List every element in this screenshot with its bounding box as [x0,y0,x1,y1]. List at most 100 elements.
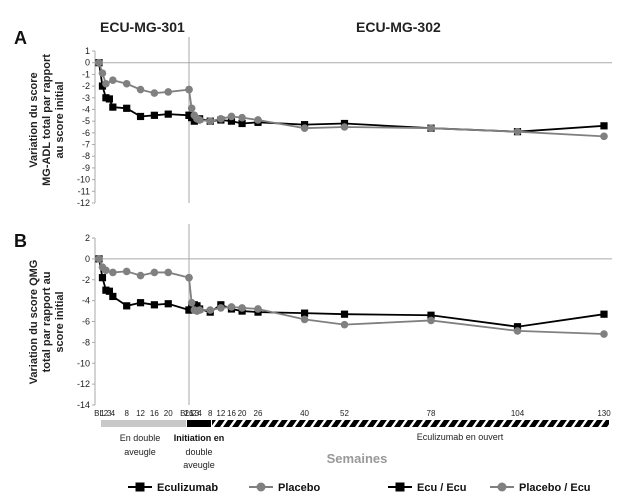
y-tick-label: -9 [82,163,90,173]
data-point [150,268,159,277]
data-point [164,300,172,308]
data-point [109,103,117,111]
panel-a-chart: 1 0-1 -2 -3-4 -5 -6 -7-8 -9 -10-11 -12 Variation d… [28,37,612,208]
x-tick-label: 130 [597,409,611,418]
x-tick-label: 8 [208,409,213,418]
phase-initiation-line2: double [185,447,212,457]
x-tick-label: 3 [107,409,112,418]
y-tick-label: -7 [82,140,90,150]
legend: Eculizumab Placebo Ecu / Ecu Placebo / Ecu [128,482,591,494]
y-tick-label: 0 [85,254,90,264]
data-point [136,299,145,307]
x-tick-label: 1 [189,409,194,418]
legend-marker [256,482,266,492]
x-tick-label: 78 [427,409,436,418]
data-point [513,327,522,335]
data-point [122,79,131,88]
data-point [427,316,435,325]
data-point [109,76,117,85]
y-tick-label: -8 [82,337,90,347]
y-tick-label: -10 [77,358,90,368]
data-point [187,104,196,113]
y-axis-label-line: au score initial [54,81,66,158]
y-tick-label: -11 [78,186,90,196]
data-point [122,267,131,276]
y-tick-label: -6 [82,128,90,138]
series-line [188,114,605,133]
x-tick-label: 4 [197,409,202,418]
data-point [150,301,158,309]
y-tick-label: -8 [82,151,90,161]
data-point [238,113,246,122]
data-point [95,58,103,67]
x-tick-label: 20 [164,409,173,418]
y-tick-label: 1 [85,46,90,56]
legend-label: Ecu / Ecu [417,482,467,494]
y-tick-label: -2 [82,81,90,91]
legend-label: Eculizumab [157,482,218,494]
panel-a-letter: A [14,28,27,48]
y-tick-label: -3 [82,93,90,103]
data-point [206,117,215,125]
x-tick-label: 12 [136,409,145,418]
data-point [217,115,225,123]
data-point [123,302,131,310]
data-point [105,287,113,295]
data-point [300,309,309,317]
phase-initiation-line1: Initiation en [174,433,225,443]
data-point [195,116,204,124]
data-point [227,303,236,311]
y-axis-label-line: total par rapport au [41,272,53,373]
x-tick-label: BL [94,409,104,418]
y-tick-label: -14 [77,400,90,410]
phase-open-label: Eculizumab en ouvert [417,432,504,442]
data-point [427,311,435,319]
bar-open-label [212,420,609,427]
y-tick-label: -1 [82,69,90,79]
x-tick-label: 8 [124,409,129,418]
data-point [340,123,349,131]
data-point [109,268,117,277]
y-tick-label: -5 [82,116,90,126]
data-point [300,315,309,324]
study-label-301: ECU-MG-301 [100,19,185,35]
data-point [98,274,107,282]
data-point [185,273,193,282]
data-point [600,310,608,318]
phase-bars [101,420,609,427]
x-tick-label: 2 [192,409,197,418]
y-axis-label-line: MG-ADL total par rapport [41,54,53,186]
y-tick-label: 2 [85,233,90,243]
y-tick-label: 0 [85,58,90,68]
data-point [105,95,113,103]
data-point [102,79,110,88]
data-point [150,111,158,119]
x-tick-label: 20 [238,409,247,418]
bar-double-blind [101,420,186,427]
legend-marker [135,482,145,492]
data-point [340,320,349,329]
data-point [102,266,110,275]
x-tick-label: 40 [300,409,309,418]
data-point [254,116,262,124]
data-point [95,255,103,263]
data-point [513,323,522,331]
data-point [227,117,236,125]
data-point [206,306,215,314]
y-axis-label-line: Variation du score [28,72,40,167]
data-point [238,304,246,312]
data-point [217,304,225,312]
y-axis-label-line: score initial [54,291,66,352]
data-point [109,292,117,301]
data-point [600,122,608,130]
data-point [136,112,145,121]
series-line [98,258,190,311]
y-tick-label: -12 [77,379,90,389]
data-point [185,85,193,94]
x-tick-label: 1 [100,409,105,418]
data-point [195,306,204,314]
bar-initiation [187,420,211,427]
x-tick-label: 4 [111,409,116,418]
y-tick-label: -2 [82,275,90,285]
data-point [136,271,145,280]
